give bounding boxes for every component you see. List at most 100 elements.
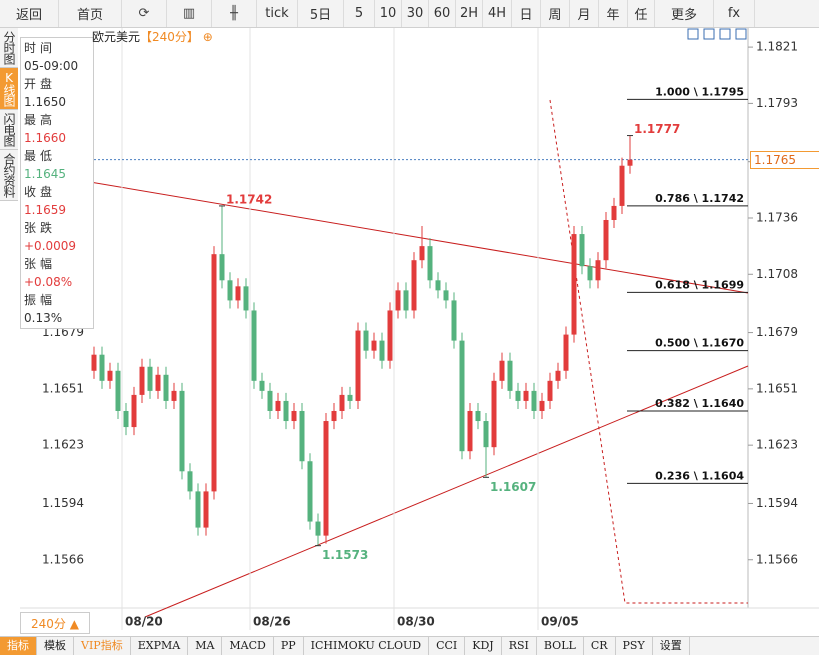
toolbar-button[interactable]: 周 xyxy=(541,0,570,27)
candle-body xyxy=(347,394,353,401)
candle-body xyxy=(307,461,313,522)
info-panel: 时间 05-09:00 开盘 1.1650 最高 1.1660 最低 1.1645 收盘 1.16… xyxy=(20,37,94,329)
candle-body xyxy=(427,246,433,281)
toolbar-button[interactable]: 月 xyxy=(570,0,599,27)
candle-body xyxy=(355,330,361,401)
indicator-tab[interactable]: 设置 xyxy=(653,637,690,655)
toolbar-icon[interactable]: ▥ xyxy=(167,0,212,27)
candle-body xyxy=(475,410,481,422)
toolbar-button[interactable]: 30 xyxy=(402,0,429,27)
info-value: 0.13% xyxy=(24,311,63,325)
toolbar-button[interactable]: 60 xyxy=(429,0,456,27)
candle-body xyxy=(315,521,321,536)
candle-body xyxy=(515,390,521,401)
indicator-tab[interactable]: VIP指标 xyxy=(74,637,131,655)
candle-body xyxy=(587,266,593,281)
candle-body xyxy=(371,340,377,351)
candle-body xyxy=(603,219,609,261)
left-y-tick-label: 1.1623 xyxy=(42,438,84,452)
indicator-tab[interactable]: 指标 xyxy=(0,637,37,655)
info-label: 张跌 xyxy=(24,221,57,235)
indicator-tab[interactable]: BOLL xyxy=(537,637,584,655)
indicator-tab[interactable]: EXPMA xyxy=(131,637,189,655)
toolbar-button[interactable]: 任 xyxy=(628,0,655,27)
indicator-tab[interactable]: CR xyxy=(584,637,616,655)
candle-body xyxy=(563,334,569,371)
info-value: +0.08% xyxy=(24,275,73,289)
info-label: 最高 xyxy=(24,113,57,127)
fib-label: 0.618 \ 1.1699 xyxy=(655,278,744,291)
chart-title: 欧元美元 xyxy=(92,30,141,44)
candle-body xyxy=(467,410,473,452)
info-value: 1.1645 xyxy=(24,167,66,181)
candle-body xyxy=(619,165,625,206)
x-tick-label: 09/05 xyxy=(541,615,579,629)
y-tick-label: 1.1793 xyxy=(756,96,798,110)
indicator-tabs: 指标 模板 VIP指标 EXPMA MA MACD PP ICHIMOKU CLOUD CCI K… xyxy=(0,636,819,655)
candle-body xyxy=(411,260,417,311)
annotation-label: 1.1742 xyxy=(226,192,272,206)
y-tick-label: 1.1708 xyxy=(756,267,798,281)
period-selector[interactable]: 240分 ▲ xyxy=(20,612,90,634)
candle-body xyxy=(435,280,441,291)
toolbar-button[interactable]: 返回 xyxy=(0,0,59,27)
toolbar-button[interactable]: tick xyxy=(257,0,298,27)
add-icon[interactable]: ⊕ xyxy=(198,30,213,44)
axis-bg xyxy=(748,27,819,608)
toolbar-button[interactable]: 更多 xyxy=(655,0,714,27)
toolbar-button[interactable]: fx xyxy=(714,0,755,27)
chart-header: 欧元美元【240分】 ⊕ xyxy=(92,28,213,45)
y-tick-label: 1.1566 xyxy=(756,552,798,566)
side-tab[interactable]: 合约资料 xyxy=(0,150,18,201)
candle-body xyxy=(507,360,513,391)
info-value: 1.1650 xyxy=(24,95,66,109)
y-tick-label: 1.1594 xyxy=(756,496,798,510)
indicator-tab[interactable]: 模板 xyxy=(37,637,74,655)
indicator-tab[interactable]: PSY xyxy=(616,637,653,655)
candle-body xyxy=(227,280,233,301)
indicator-tab[interactable]: KDJ xyxy=(465,637,502,655)
toolbar-button[interactable]: 年 xyxy=(599,0,628,27)
info-label: 时间 xyxy=(24,41,57,55)
side-tab[interactable]: K线图 xyxy=(0,68,18,110)
candle-body xyxy=(91,354,97,371)
candle-body xyxy=(267,390,273,411)
info-label: 最低 xyxy=(24,149,57,163)
candle-body xyxy=(403,290,409,311)
indicator-tab[interactable]: MA xyxy=(188,637,223,655)
toolbar-button[interactable]: 5日 xyxy=(298,0,344,27)
side-tab[interactable]: 分时图 xyxy=(0,28,18,68)
side-tab[interactable]: 闪电图 xyxy=(0,110,18,150)
info-label: 张幅 xyxy=(24,257,57,271)
candle-body xyxy=(491,380,497,448)
candle-body xyxy=(283,400,289,422)
trend-line xyxy=(144,365,749,618)
candle-body xyxy=(291,410,297,422)
indicator-tab[interactable]: PP xyxy=(274,637,304,655)
candle-body xyxy=(299,410,305,462)
indicator-tab[interactable]: ICHIMOKU CLOUD xyxy=(304,637,430,655)
candle-body xyxy=(611,205,617,220)
toolbar-icon[interactable]: ╫ xyxy=(212,0,257,27)
y-tick-label: 1.1736 xyxy=(756,210,798,224)
fib-label: 1.000 \ 1.1795 xyxy=(655,85,744,98)
fib-label: 0.236 \ 1.1604 xyxy=(655,469,744,482)
candle-body xyxy=(555,370,561,381)
toolbar-icon[interactable]: ⟳ xyxy=(122,0,167,27)
toolbar-button[interactable]: 10 xyxy=(375,0,402,27)
toolbar-button[interactable]: 日 xyxy=(512,0,541,27)
toolbar-button[interactable]: 首页 xyxy=(59,0,122,27)
indicator-tab[interactable]: RSI xyxy=(502,637,537,655)
y-tick-label: 1.1821 xyxy=(756,40,798,54)
toolbar-button[interactable]: 4H xyxy=(483,0,512,27)
info-label: 收盘 xyxy=(24,185,57,199)
toolbar-button[interactable]: 2H xyxy=(456,0,483,27)
candle-body xyxy=(187,471,193,492)
candle-body xyxy=(203,491,209,528)
indicator-tab[interactable]: MACD xyxy=(222,637,274,655)
x-tick-label: 08/20 xyxy=(125,615,163,629)
icon xyxy=(735,28,747,40)
toolbar-button[interactable]: 5 xyxy=(344,0,375,27)
indicator-tab[interactable]: CCI xyxy=(429,637,466,655)
